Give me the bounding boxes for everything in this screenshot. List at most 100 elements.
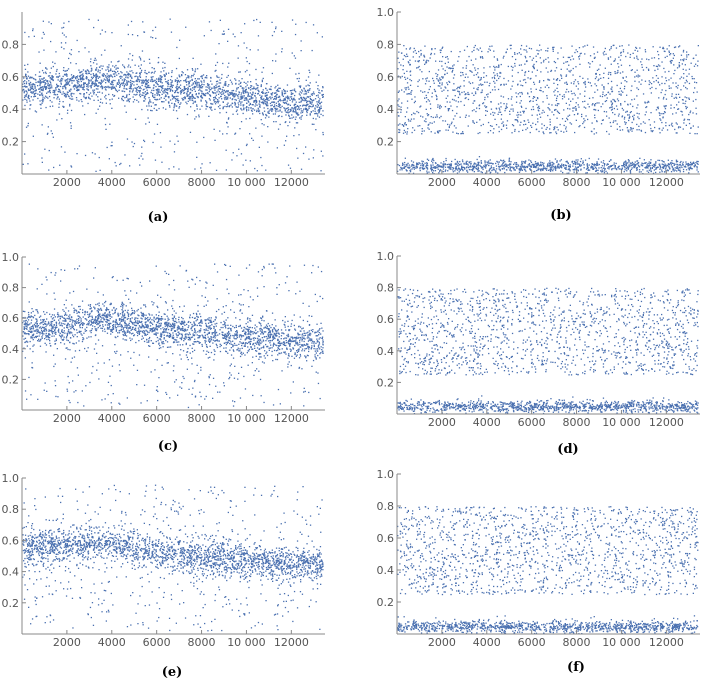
data-point <box>102 73 104 75</box>
data-point <box>200 95 202 97</box>
data-point <box>459 164 461 166</box>
data-point <box>483 67 485 69</box>
data-point <box>200 80 202 82</box>
data-point <box>509 164 511 166</box>
data-point <box>216 75 218 77</box>
data-point <box>651 86 653 89</box>
data-point <box>222 62 224 65</box>
data-point <box>622 164 625 167</box>
data-point <box>675 132 677 134</box>
data-point <box>159 91 161 93</box>
data-point <box>516 114 518 116</box>
data-point <box>507 80 510 82</box>
data-point <box>241 78 243 80</box>
data-point <box>397 164 399 166</box>
data-point <box>299 94 301 96</box>
data-point <box>624 116 626 118</box>
data-point <box>616 108 619 110</box>
data-point <box>115 85 117 87</box>
data-point <box>526 127 529 129</box>
data-point <box>613 162 615 164</box>
data-point <box>662 117 664 119</box>
data-point <box>440 49 442 51</box>
data-point <box>277 105 279 108</box>
data-point <box>238 93 240 96</box>
data-point <box>661 171 663 173</box>
data-point <box>521 161 523 163</box>
data-point <box>265 101 267 103</box>
data-point <box>695 107 697 109</box>
data-point <box>410 80 413 82</box>
data-point <box>129 75 131 78</box>
data-point <box>279 100 282 102</box>
data-point <box>188 81 190 83</box>
data-point <box>406 131 408 133</box>
data-point <box>319 98 321 100</box>
data-point <box>24 95 26 97</box>
data-point <box>540 62 542 64</box>
data-point <box>222 101 224 103</box>
data-point <box>42 96 44 98</box>
data-point <box>512 166 514 168</box>
data-point <box>255 99 258 102</box>
data-point <box>632 105 634 108</box>
data-point <box>621 165 623 167</box>
data-point <box>178 168 180 170</box>
data-point <box>428 100 431 102</box>
data-point <box>62 105 64 107</box>
data-point <box>195 86 197 88</box>
data-point <box>637 104 639 106</box>
data-point <box>169 99 172 101</box>
data-point <box>143 60 145 62</box>
data-point <box>580 169 582 171</box>
data-point <box>601 170 604 173</box>
data-point <box>37 93 39 95</box>
data-point <box>294 103 297 105</box>
data-point <box>141 94 143 96</box>
data-point <box>425 121 427 123</box>
data-point <box>469 82 472 85</box>
data-point <box>38 75 40 78</box>
data-point <box>664 164 667 166</box>
data-point <box>245 90 247 92</box>
data-point <box>92 62 95 64</box>
data-point <box>503 159 505 161</box>
data-point <box>647 162 649 165</box>
data-point <box>681 166 683 169</box>
data-point <box>525 81 527 84</box>
scatter-panel-1: 2000 4000 6000 8000 10 000 120000.20.40.60.8(… <box>2 12 325 225</box>
data-point <box>125 96 128 98</box>
data-point <box>242 95 244 97</box>
data-point <box>177 87 180 89</box>
data-point <box>583 118 585 120</box>
data-point <box>312 24 315 26</box>
y-tick-label: 0.8 <box>2 38 20 51</box>
data-point <box>465 162 467 164</box>
data-point <box>287 164 290 166</box>
data-point <box>445 159 447 162</box>
data-point <box>170 31 173 33</box>
data-point <box>288 108 290 111</box>
data-point <box>249 74 251 76</box>
data-point <box>39 62 41 64</box>
data-point <box>641 79 643 81</box>
data-point <box>667 163 670 166</box>
data-point <box>593 104 596 106</box>
data-point <box>29 100 31 102</box>
data-point <box>672 167 674 170</box>
data-point <box>436 167 438 169</box>
data-point <box>237 106 239 108</box>
data-point <box>458 91 460 93</box>
data-point <box>266 89 268 91</box>
data-point <box>494 77 496 80</box>
data-point <box>630 111 632 113</box>
data-point <box>279 104 281 106</box>
data-point <box>223 30 225 32</box>
data-point <box>289 90 292 92</box>
data-point <box>569 122 571 124</box>
data-point <box>600 161 602 163</box>
data-point <box>320 107 322 109</box>
data-point <box>38 51 40 53</box>
data-point <box>295 122 298 124</box>
data-point <box>22 89 24 91</box>
